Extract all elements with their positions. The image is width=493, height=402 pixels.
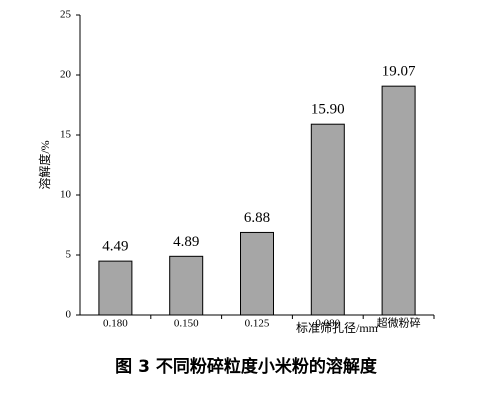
bar (310, 123, 345, 316)
y-axis-label: 溶解度/% (37, 140, 52, 189)
y-tick-label: 20 (60, 69, 72, 81)
data-label: 15.90 (311, 102, 345, 118)
y-tick-label: 15 (60, 129, 72, 141)
data-label: 6.88 (244, 210, 270, 226)
chart-title: 图 3 不同粉碎粒度小米粉的溶解度 (115, 356, 378, 377)
bar (169, 255, 204, 316)
y-tick-label: 10 (60, 189, 72, 201)
x-tick-label: 0.180 (103, 318, 128, 330)
x-tick-label: 超微粉碎 (377, 316, 421, 330)
y-tick-label: 5 (66, 249, 72, 261)
y-tick-label: 0 (66, 309, 72, 321)
bar (98, 260, 133, 316)
data-label: 4.89 (173, 234, 199, 250)
x-tick-label: 0.150 (174, 318, 199, 330)
bar (381, 85, 416, 316)
x-axis-label: 标准筛孔径/mm (296, 320, 379, 335)
x-tick-label: 0.125 (245, 318, 270, 330)
data-label: 4.49 (102, 239, 128, 255)
y-tick-label: 25 (60, 9, 72, 21)
bar (240, 231, 274, 316)
x-tick-label: 0.080 (315, 318, 340, 330)
data-label: 19.07 (382, 64, 416, 80)
